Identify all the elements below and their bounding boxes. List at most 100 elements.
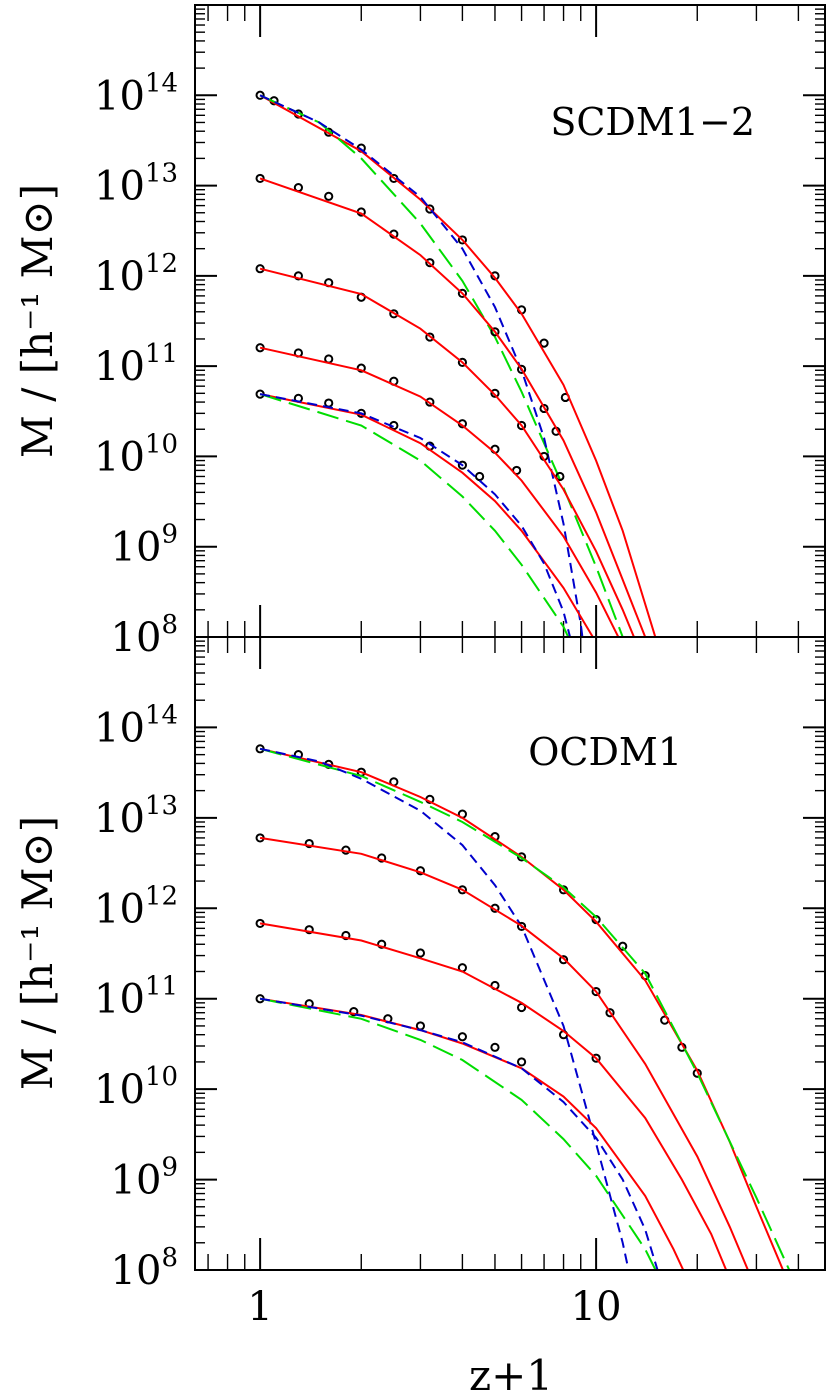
model-curve-short-dash xyxy=(259,997,659,1270)
model-curve-solid xyxy=(259,393,594,637)
data-point xyxy=(356,363,366,373)
y-tick-label-base: 10 xyxy=(111,615,162,661)
data-point xyxy=(558,955,569,965)
model-curve-long-dash xyxy=(259,747,791,1270)
data-point xyxy=(490,1042,500,1052)
model-curve-solid xyxy=(259,267,636,637)
y-tick-label: 1014 xyxy=(94,700,178,751)
data-point xyxy=(457,288,468,298)
y-tick-label-base: 10 xyxy=(111,525,162,571)
data-point xyxy=(457,885,468,895)
y-tick-label-exponent: 11 xyxy=(145,339,178,369)
data-point xyxy=(457,460,468,470)
data-point xyxy=(377,853,387,863)
y-tick-label-base: 10 xyxy=(94,164,145,210)
data-point xyxy=(516,921,527,932)
data-point xyxy=(490,327,500,337)
y-tick-label-base: 10 xyxy=(111,1248,162,1294)
data-point xyxy=(618,941,628,951)
y-tick-label-exponent: 14 xyxy=(145,68,178,98)
model-curve-long-dash xyxy=(259,997,657,1270)
model-curve-short-dash xyxy=(259,393,572,637)
x-axis-title: z+1 xyxy=(469,1351,553,1400)
y-tick-label-exponent: 13 xyxy=(145,159,178,189)
model-curve-solid xyxy=(259,836,750,1270)
data-point xyxy=(324,191,334,201)
data-point xyxy=(425,332,435,342)
data-point xyxy=(605,1008,615,1018)
y-tick-label: 1012 xyxy=(94,249,178,300)
data-point xyxy=(304,838,314,849)
y-tick-label-base: 10 xyxy=(94,886,145,932)
y-tick-label-base: 10 xyxy=(94,434,145,480)
top-y-axis-title: M / [h⁻¹ M⊙] xyxy=(13,184,62,458)
y-tick-label: 1014 xyxy=(94,68,178,119)
data-point xyxy=(457,357,468,368)
y-tick-label: 1011 xyxy=(94,972,178,1023)
y-tick-label: 1013 xyxy=(94,791,178,842)
x-tick-label: 10 xyxy=(571,1284,622,1330)
y-tick-label: 1011 xyxy=(94,339,178,390)
model-curve-solid xyxy=(259,747,785,1270)
bottom-ticks xyxy=(195,637,825,1271)
y-tick-label-exponent: 12 xyxy=(145,249,178,279)
data-point xyxy=(555,471,565,482)
data-point xyxy=(516,420,527,431)
data-point xyxy=(255,173,265,184)
data-point xyxy=(349,1007,359,1017)
y-tick-label-base: 10 xyxy=(94,344,145,390)
y-tick-label-exponent: 14 xyxy=(145,700,178,730)
y-tick-label-exponent: 11 xyxy=(145,972,178,1002)
model-curve-short-dash xyxy=(259,94,584,637)
data-point xyxy=(377,939,387,949)
model-curve-solid xyxy=(259,997,685,1270)
y-tick-label-exponent: 13 xyxy=(145,791,178,821)
data-point xyxy=(304,925,314,935)
x-tick-label: 1 xyxy=(247,1284,272,1330)
data-point xyxy=(324,398,334,408)
y-tick-label-exponent: 9 xyxy=(161,520,178,550)
data-point xyxy=(516,364,527,375)
model-curve-short-dash xyxy=(259,747,630,1270)
y-tick-label: 1013 xyxy=(94,159,178,210)
data-point xyxy=(539,403,549,414)
y-tick-label-base: 10 xyxy=(94,977,145,1023)
y-tick-label-exponent: 10 xyxy=(145,1062,178,1092)
y-tick-label-base: 10 xyxy=(94,73,145,119)
y-tick-label-base: 10 xyxy=(94,1067,145,1113)
data-point xyxy=(341,930,351,941)
y-tick-label: 1010 xyxy=(94,429,178,480)
y-tick-label: 1010 xyxy=(94,1062,178,1113)
model-curve-long-dash xyxy=(259,393,570,637)
data-point xyxy=(591,986,601,997)
data-point xyxy=(255,90,265,100)
data-point xyxy=(539,338,549,348)
data-point xyxy=(415,948,426,958)
y-tick-label: 109 xyxy=(111,520,178,571)
bottom-y-axis-title: M / [h⁻¹ M⊙] xyxy=(13,816,62,1090)
model-curve-solid xyxy=(259,94,657,637)
y-tick-label-exponent: 9 xyxy=(161,1153,178,1183)
y-tick-label: 108 xyxy=(111,610,178,661)
model-curve-solid xyxy=(259,346,620,637)
top-series xyxy=(255,90,657,637)
y-tick-label-base: 10 xyxy=(94,705,145,751)
data-point xyxy=(490,388,500,398)
bottom-series xyxy=(255,744,791,1270)
bottom-panel-label: OCDM1 xyxy=(528,730,682,774)
y-tick-label-base: 10 xyxy=(111,1158,162,1204)
data-point xyxy=(457,235,468,245)
y-tick-label-base: 10 xyxy=(94,254,145,300)
data-point xyxy=(591,1053,601,1063)
data-point xyxy=(474,471,485,482)
model-curve-long-dash xyxy=(259,94,624,637)
top-panel-label: SCDM1−2 xyxy=(550,100,755,144)
data-point xyxy=(425,204,435,214)
y-tick-label: 1012 xyxy=(94,881,178,932)
y-tick-label-exponent: 8 xyxy=(161,1243,178,1273)
y-tick-label-exponent: 8 xyxy=(161,610,178,640)
data-point xyxy=(293,271,304,281)
